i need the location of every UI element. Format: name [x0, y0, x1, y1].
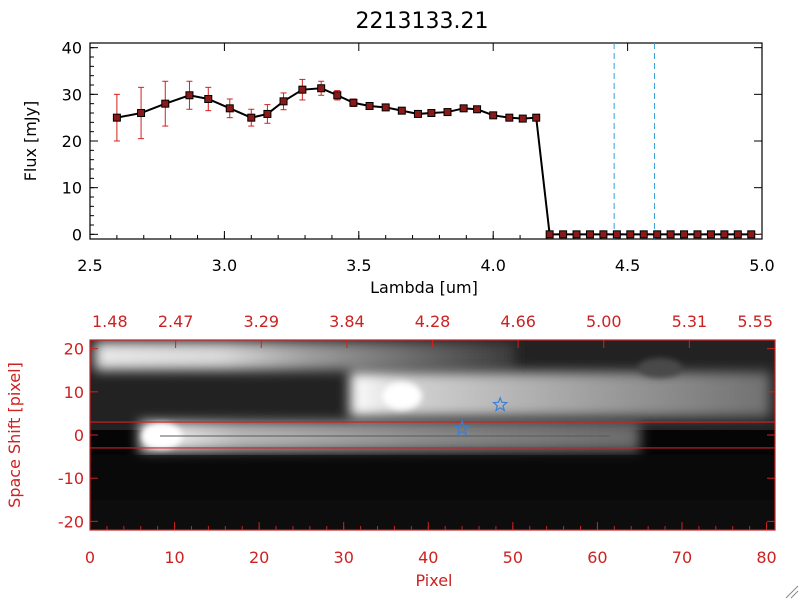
data-point [225, 104, 234, 113]
bottom-top-axis-tick-label: 3.29 [243, 312, 279, 331]
data-point [585, 230, 594, 239]
data-point [518, 114, 527, 123]
top-y-tick-label: 0 [72, 225, 82, 244]
top-x-tick-label: 2.5 [77, 256, 102, 275]
resize-grip-icon[interactable] [785, 585, 799, 599]
bottom-plot-area: 0 10 20 30 40 50 60 70 80 -20 -10 0 10 20 1.48 2.47 3.29… [58, 312, 777, 567]
top-y-axis-label: Flux [mJy] [21, 101, 40, 182]
data-point [459, 104, 468, 113]
top-y-tick-label: 40 [62, 39, 82, 58]
data-point [333, 91, 342, 100]
data-point [185, 91, 194, 100]
bottom-x-axis-label: Pixel [415, 571, 452, 590]
bottom-x-tick-label: 60 [587, 548, 607, 567]
bottom-x-tick-label: 50 [503, 548, 523, 567]
data-point [298, 85, 307, 94]
data-point [626, 230, 635, 239]
top-x-axis-label: Lambda [um] [370, 278, 478, 297]
data-point [349, 98, 358, 107]
data-point [693, 230, 702, 239]
data-point [559, 230, 568, 239]
bottom-y-tick-label: 10 [64, 383, 84, 402]
data-point [720, 230, 729, 239]
bottom-y-axis-label: Space Shift [pixel] [5, 362, 24, 508]
bottom-top-axis-tick-label: 5.55 [737, 312, 773, 331]
top-y-tick-label: 20 [62, 132, 82, 151]
data-point [666, 230, 675, 239]
data-point [532, 113, 541, 122]
bottom-x-tick-label: 70 [672, 548, 692, 567]
data-point [572, 230, 581, 239]
data-point [161, 99, 170, 108]
bottom-top-axis-tick-label: 5.00 [586, 312, 622, 331]
data-point [427, 109, 436, 117]
bottom-x-tick-label: 30 [334, 548, 354, 567]
data-point [204, 95, 213, 103]
bottom-top-axis-tick-label: 3.84 [329, 312, 365, 331]
top-x-tick-label: 5.0 [749, 256, 774, 275]
data-point [706, 230, 715, 239]
top-plot-area: 2.5 3.0 3.5 4.0 4.5 5.0 0 10 20 30 40 [62, 39, 775, 275]
top-x-tick-label: 4.0 [480, 256, 505, 275]
top-x-tick-label: 3.0 [212, 256, 237, 275]
data-point [505, 113, 514, 122]
bottom-x-tick-label: 20 [249, 548, 269, 567]
bottom-y-tick-label: 20 [64, 340, 84, 359]
data-point [612, 230, 621, 239]
data-point [443, 108, 452, 117]
data-point [279, 97, 288, 106]
spectral-image [90, 340, 775, 530]
data-point [680, 230, 689, 239]
data-point [489, 111, 498, 120]
bottom-x-tick-label: 0 [85, 548, 95, 567]
data-point [247, 113, 256, 122]
data-point [381, 103, 390, 112]
data-point [263, 109, 272, 118]
data-point [733, 230, 742, 239]
data-point [653, 230, 662, 239]
data-point [413, 109, 422, 118]
top-chart-title: 2213133.21 [356, 9, 489, 34]
bottom-top-axis-tick-label: 2.47 [158, 312, 194, 331]
data-point [545, 230, 554, 239]
data-point [639, 230, 648, 239]
bottom-top-axis-tick-label: 5.31 [672, 312, 708, 331]
data-point [747, 230, 756, 239]
bottom-x-tick-label: 40 [418, 548, 438, 567]
data-point [473, 105, 482, 114]
top-x-tick-label: 4.5 [615, 256, 640, 275]
top-y-tick-label: 10 [62, 179, 82, 198]
bottom-top-axis-tick-label: 4.66 [500, 312, 536, 331]
bottom-top-axis-tick-label: 4.28 [415, 312, 451, 331]
bottom-top-axis-tick-label: 1.48 [92, 312, 128, 331]
bottom-y-tick-label: -20 [58, 512, 84, 531]
bottom-x-tick-label: 10 [164, 548, 184, 567]
bottom-y-tick-label: 0 [74, 426, 84, 445]
star-marker [491, 396, 509, 412]
star-marker [453, 419, 471, 436]
top-plot-frame [89, 42, 763, 240]
data-point [112, 113, 121, 122]
data-point [137, 109, 146, 117]
data-point [599, 230, 608, 239]
data-point [317, 84, 326, 93]
top-y-tick-label: 30 [62, 85, 82, 104]
bottom-x-tick-label: 80 [756, 548, 776, 567]
top-x-tick-label: 3.5 [346, 256, 371, 275]
data-point [365, 102, 374, 110]
bottom-y-tick-label: -10 [58, 469, 84, 488]
data-point [397, 106, 406, 115]
